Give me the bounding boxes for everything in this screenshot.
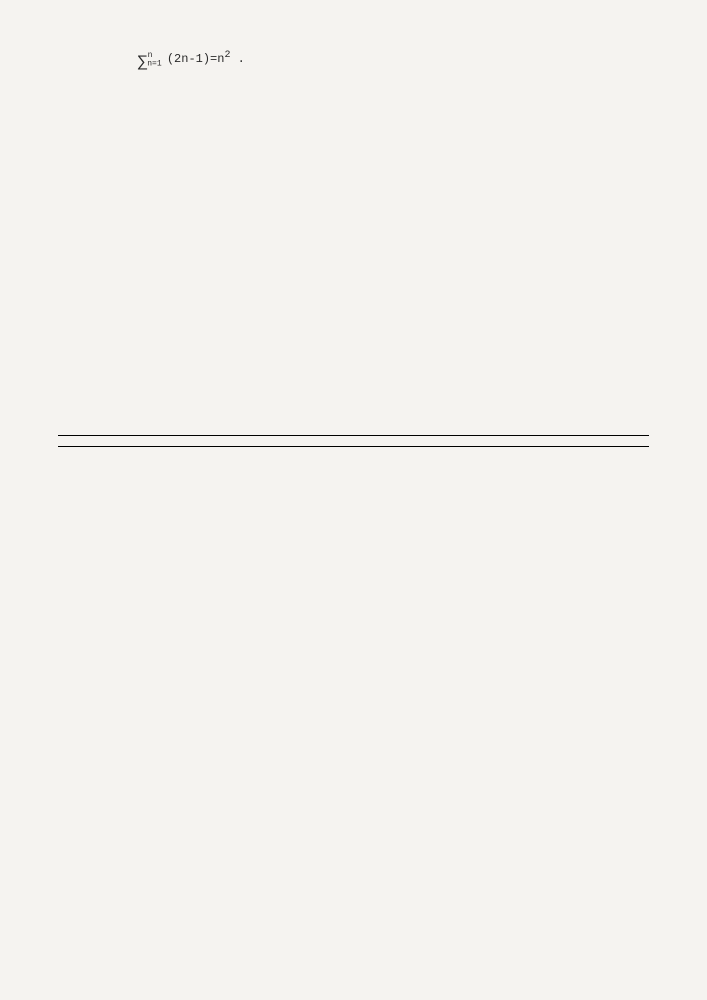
text-columns: ∑n=1n (2n-1)=n2 . [38,43,669,80]
diagram-svg [48,95,659,425]
footer-address [58,447,649,451]
formula: ∑n=1n (2n-1)=n2 . [38,49,345,74]
page-header [38,18,669,33]
right-column [363,43,670,80]
circuit-diagram [48,95,659,425]
page-footer [58,435,649,451]
left-column: ∑n=1n (2n-1)=n2 . [38,43,345,80]
